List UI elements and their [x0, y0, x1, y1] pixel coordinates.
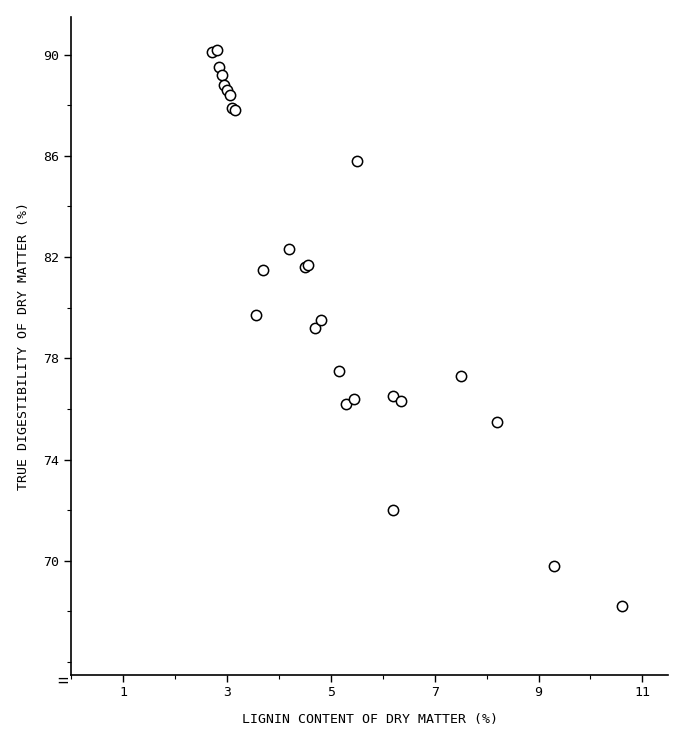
Point	[315, 314, 326, 326]
Point	[214, 62, 225, 74]
Point	[258, 264, 269, 276]
Point	[211, 44, 222, 56]
Point	[219, 79, 230, 91]
Point	[299, 262, 310, 273]
Point	[351, 155, 362, 167]
Point	[341, 398, 352, 410]
Point	[222, 84, 233, 96]
Point	[229, 104, 240, 116]
Point	[349, 393, 360, 405]
Point	[206, 46, 217, 58]
Point	[456, 370, 466, 382]
Point	[395, 395, 406, 407]
Y-axis label: TRUE DIGESTIBILITY OF DRY MATTER (%): TRUE DIGESTIBILITY OF DRY MATTER (%)	[16, 201, 29, 490]
Point	[227, 102, 238, 114]
Point	[549, 560, 560, 572]
Point	[284, 244, 295, 256]
X-axis label: LIGNIN CONTENT OF DRY MATTER (%): LIGNIN CONTENT OF DRY MATTER (%)	[242, 713, 498, 727]
Point	[224, 89, 235, 101]
Point	[310, 322, 321, 334]
Point	[216, 69, 227, 81]
Point	[616, 600, 627, 612]
Point	[333, 365, 344, 377]
Point	[250, 309, 261, 321]
Point	[388, 504, 399, 516]
Point	[302, 259, 313, 270]
Point	[388, 390, 399, 402]
Point	[492, 415, 503, 427]
Text: =: =	[58, 672, 68, 690]
